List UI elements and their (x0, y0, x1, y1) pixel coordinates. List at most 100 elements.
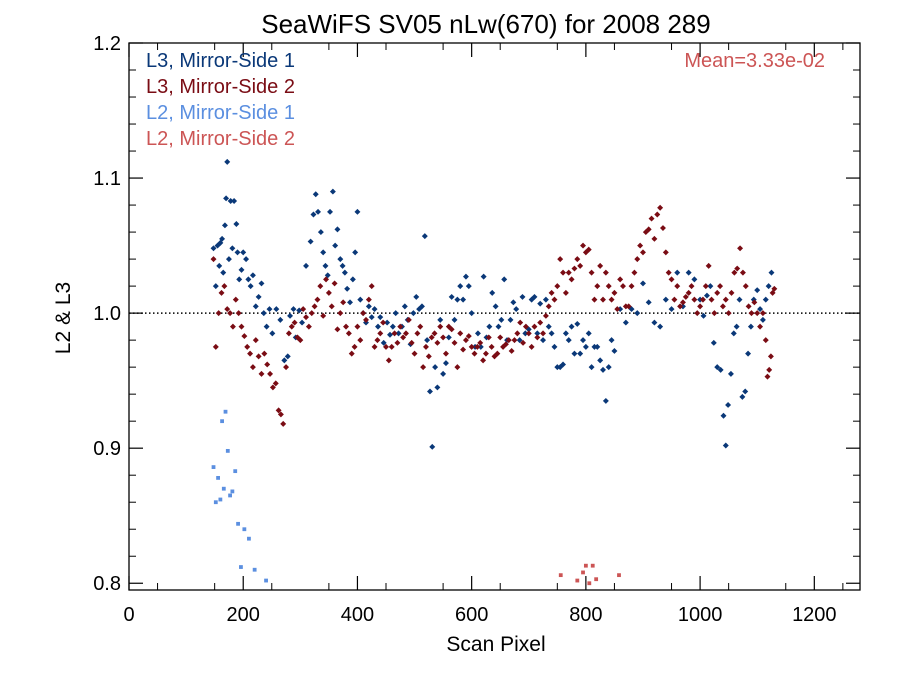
data-point (558, 573, 563, 578)
x-tick-label: 0 (123, 604, 134, 626)
data-point (328, 303, 335, 310)
data-point (631, 269, 638, 276)
data-point (233, 469, 238, 474)
data-point (261, 350, 268, 357)
data-point (511, 337, 518, 344)
data-point (377, 314, 384, 321)
data-point (731, 269, 738, 276)
data-point (614, 306, 621, 313)
data-point (640, 249, 646, 256)
data-point (605, 283, 612, 290)
data-point (714, 364, 721, 371)
data-point (391, 330, 398, 337)
data-point (354, 323, 361, 330)
plot-border (128, 42, 861, 591)
data-point (429, 443, 436, 450)
data-point (662, 249, 669, 256)
data-point (560, 361, 567, 368)
data-point (448, 293, 455, 300)
legend-entry: L2, Mirror-Side 2 (146, 128, 295, 150)
data-point (437, 323, 444, 330)
data-point (697, 303, 704, 310)
data-point (725, 401, 732, 408)
x-tick-label: 200 (227, 604, 260, 626)
data-point (514, 330, 521, 337)
data-point (383, 343, 389, 350)
data-point (451, 316, 458, 323)
data-point (419, 303, 425, 310)
data-point (668, 276, 675, 283)
data-point (414, 330, 421, 337)
data-point (620, 283, 626, 290)
data-point (349, 276, 356, 283)
data-point (311, 303, 318, 310)
data-point (668, 306, 675, 313)
data-point (371, 343, 378, 350)
data-point (468, 343, 475, 350)
data-point (702, 283, 709, 290)
data-point (401, 303, 408, 310)
data-point (575, 578, 580, 583)
data-point (710, 339, 717, 346)
data-point (634, 310, 641, 317)
data-point (445, 334, 452, 341)
data-point (460, 296, 467, 303)
data-point (410, 310, 417, 317)
data-point (360, 310, 367, 317)
data-point (365, 303, 372, 310)
data-point (565, 337, 572, 344)
data-point (717, 283, 724, 290)
data-point (291, 319, 298, 326)
data-point (685, 269, 692, 276)
data-point (722, 442, 729, 449)
data-point (432, 364, 439, 371)
data-point (765, 283, 772, 290)
x-axis-label: Scan Pixel (446, 633, 545, 656)
data-point (551, 296, 558, 303)
data-point (462, 337, 469, 344)
data-point (451, 339, 458, 346)
data-point (397, 323, 404, 330)
data-point (736, 296, 743, 303)
data-points (210, 158, 778, 586)
data-point (389, 323, 396, 330)
data-point (269, 384, 276, 391)
data-point (290, 306, 297, 313)
data-point (231, 198, 238, 204)
data-point (249, 272, 256, 279)
mean-annotation: Mean=3.33e-02 (684, 50, 825, 72)
data-point (719, 303, 726, 310)
x-tick-label: 400 (341, 604, 374, 626)
y-tick-label: 0.9 (93, 438, 121, 460)
data-point (348, 350, 355, 357)
data-point (236, 276, 243, 283)
data-point (748, 310, 755, 317)
data-point (413, 293, 420, 300)
data-point (352, 249, 359, 256)
y-tick-label: 1.2 (93, 33, 121, 55)
data-point (474, 343, 481, 350)
data-point (277, 316, 284, 323)
data-point (428, 334, 435, 341)
data-point (238, 266, 245, 273)
data-point (519, 293, 526, 300)
data-point (343, 323, 349, 330)
data-point (657, 204, 664, 211)
legend-entry: L3, Mirror-Side 1 (146, 50, 295, 72)
data-point (597, 262, 604, 269)
data-point (548, 330, 555, 337)
data-point (460, 346, 467, 353)
data-point (691, 276, 698, 283)
data-point (240, 249, 247, 256)
data-point (560, 269, 567, 276)
data-point (581, 570, 585, 575)
data-point (739, 393, 746, 400)
data-point (230, 489, 235, 494)
data-point (771, 285, 778, 292)
data-point (212, 283, 219, 290)
data-point (431, 330, 438, 337)
data-point (312, 191, 319, 198)
data-point (351, 343, 358, 350)
data-point (388, 343, 395, 350)
data-point (525, 330, 532, 337)
